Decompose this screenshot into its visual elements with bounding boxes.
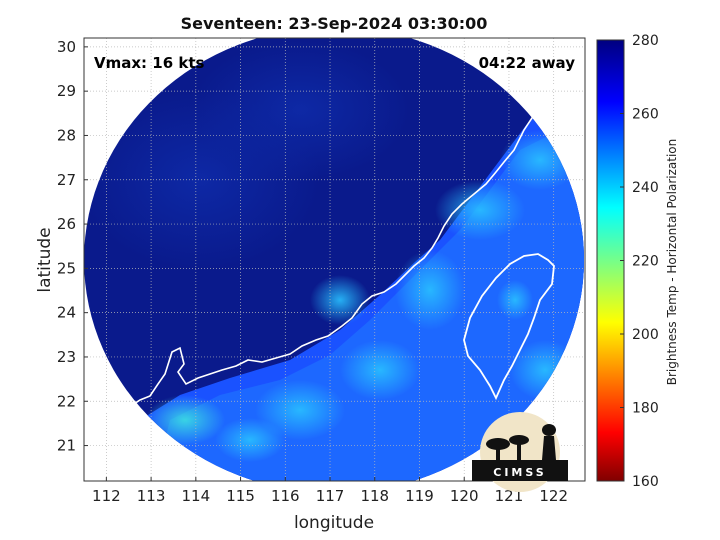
x-tick-label: 120 xyxy=(450,487,479,505)
y-tick-label: 30 xyxy=(57,38,76,56)
axes-frame xyxy=(83,37,586,482)
x-tick-label: 112 xyxy=(92,487,121,505)
x-axis-label: longitude xyxy=(294,513,374,533)
warm-patch xyxy=(310,275,370,325)
y-axis-label: latitude xyxy=(35,227,55,292)
colorbar-tick-label: 160 xyxy=(632,474,659,490)
colorbar-label: Brightness Temp - Horizontal Polarizatio… xyxy=(665,139,679,386)
x-tick-label: 116 xyxy=(271,487,300,505)
y-tick-label: 21 xyxy=(57,437,76,455)
x-tick-label: 114 xyxy=(182,487,211,505)
y-tick-label: 28 xyxy=(57,126,76,144)
x-axis: 112 113 114 115 116 117 118 119 120 121 122 xyxy=(92,477,568,505)
tower-icon xyxy=(542,424,556,436)
plot-area xyxy=(84,38,585,481)
y-axis: 21 22 23 24 25 26 27 28 29 30 xyxy=(57,38,88,455)
logo-banner xyxy=(472,460,568,481)
y-tick-label: 29 xyxy=(57,82,76,100)
y-tick-label: 25 xyxy=(57,259,76,277)
x-tick-label: 113 xyxy=(137,487,166,505)
y-tick-label: 27 xyxy=(57,171,76,189)
warm-patch xyxy=(395,250,465,330)
colorbar: 160 180 200 220 240 260 280 Brightness Temp - … xyxy=(596,33,679,490)
warm-patch xyxy=(497,280,533,320)
y-tick-label: 22 xyxy=(57,392,76,410)
x-tick-label: 119 xyxy=(405,487,434,505)
logo-text: CIMSS xyxy=(493,466,546,479)
x-tick-label: 118 xyxy=(360,487,389,505)
coastline-mainland xyxy=(87,51,585,413)
colorbar-tick-label: 240 xyxy=(632,180,659,196)
x-tick-label: 115 xyxy=(226,487,255,505)
y-tick-label: 24 xyxy=(57,304,76,322)
x-tick-label: 122 xyxy=(539,487,568,505)
cimss-logo: CIMSS xyxy=(472,412,568,492)
warm-patch xyxy=(340,340,420,400)
warm-patch xyxy=(255,380,345,440)
vmax-annotation: Vmax: 16 kts xyxy=(94,54,204,72)
colorbar-tick-label: 260 xyxy=(632,107,659,123)
cold-patch xyxy=(190,40,410,180)
colorbar-tick-label: 220 xyxy=(632,254,659,270)
colorbar-tick-label: 180 xyxy=(632,401,659,417)
time-away-annotation: 04:22 away xyxy=(479,54,576,72)
y-tick-label: 26 xyxy=(57,215,76,233)
x-tick-label: 117 xyxy=(316,487,345,505)
colorbar-tick-label: 200 xyxy=(632,327,659,343)
colorbar-gradient xyxy=(596,39,625,482)
swath xyxy=(84,38,584,481)
y-tick-label: 23 xyxy=(57,348,76,366)
warm-patch xyxy=(215,418,285,462)
warm-patch xyxy=(435,180,525,240)
grid xyxy=(84,38,585,481)
colorbar-ticks: 160 180 200 220 240 260 280 xyxy=(620,33,659,490)
chart-title: Seventeen: 23-Sep-2024 03:30:00 xyxy=(181,14,488,33)
colorbar-tick-label: 280 xyxy=(632,33,659,49)
coastline-taiwan xyxy=(463,253,555,401)
